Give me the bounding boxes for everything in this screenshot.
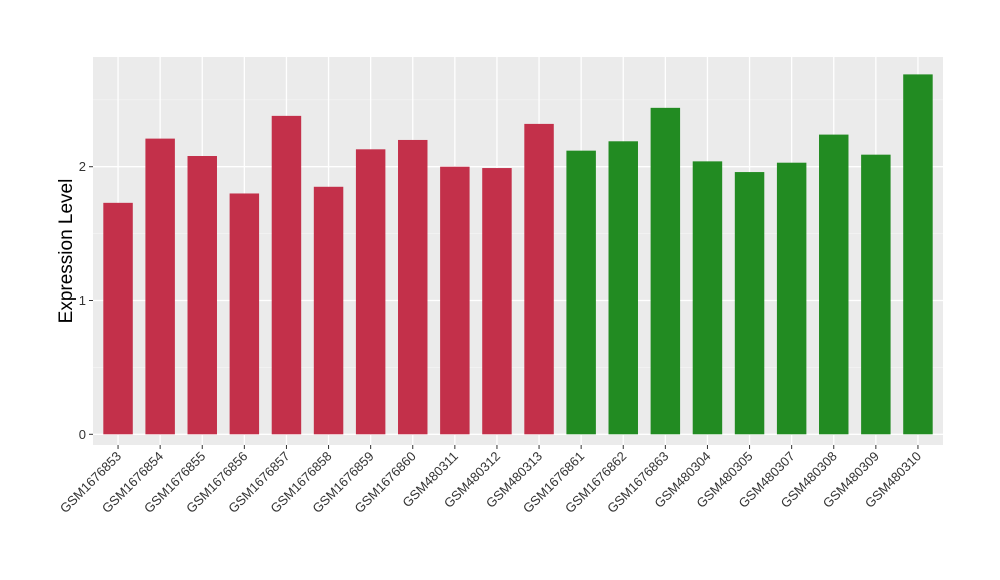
- bar-gsm1676854: [145, 138, 175, 435]
- x-axis-ticks: GSM1676853GSM1676854GSM1676855GSM1676856…: [57, 445, 924, 516]
- bar-gsm1676858: [313, 186, 344, 435]
- bar-gsm480313: [524, 123, 554, 435]
- bar-gsm1676856: [229, 193, 260, 435]
- y-tick-label: 0: [79, 427, 86, 442]
- bar-gsm1676862: [608, 141, 638, 435]
- bar-gsm1676861: [566, 150, 596, 435]
- bar-gsm480307: [776, 162, 807, 435]
- bar-gsm480309: [861, 154, 891, 435]
- bars: [103, 74, 933, 435]
- bar-gsm1676855: [187, 156, 217, 435]
- bar-gsm1676859: [355, 149, 386, 435]
- bar-gsm480308: [819, 134, 849, 435]
- bar-gsm1676853: [103, 202, 133, 435]
- bar-gsm480305: [734, 172, 765, 435]
- bar-gsm1676860: [398, 139, 428, 435]
- y-tick-label: 1: [79, 293, 86, 308]
- bar-gsm1676863: [650, 107, 681, 435]
- y-axis-ticks: 0 1 2: [79, 159, 93, 442]
- bar-gsm480304: [692, 161, 723, 435]
- y-tick-label: 2: [79, 159, 86, 174]
- bar-gsm1676857: [271, 115, 302, 435]
- bar-gsm480311: [440, 166, 470, 435]
- bar-gsm480312: [482, 168, 512, 435]
- bar-gsm480310: [903, 74, 933, 435]
- plot-panel: [93, 57, 943, 445]
- y-axis-title: Expression Level: [56, 179, 77, 324]
